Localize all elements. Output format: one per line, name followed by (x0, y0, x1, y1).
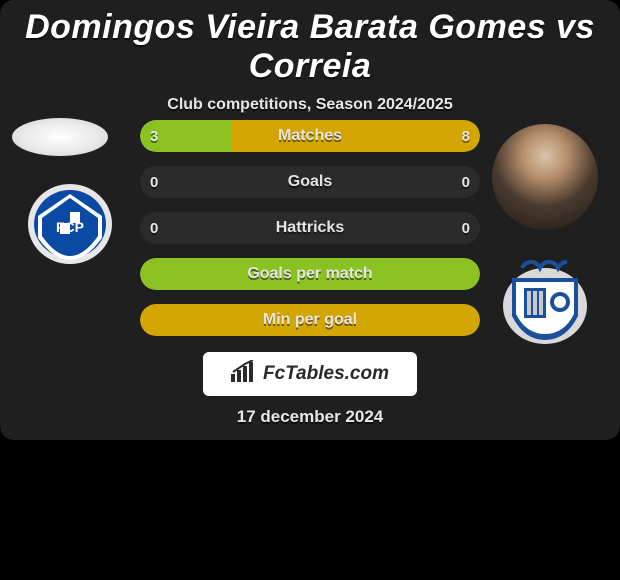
svg-text:FCP: FCP (56, 219, 84, 235)
player-left-photo (12, 118, 108, 156)
stats-block: 3 Matches 8 0 Goals 0 0 Hattricks 0 Goal… (140, 120, 480, 350)
page-title: Domingos Vieira Barata Gomes vs Correia (0, 8, 620, 86)
stat-bar-right (232, 120, 480, 152)
stat-bar-left (140, 120, 232, 152)
player-right-photo (492, 124, 598, 230)
stat-label: Hattricks (140, 219, 480, 237)
stat-value-right: 0 (462, 174, 470, 191)
date-label: 17 december 2024 (0, 407, 620, 427)
stat-bar-right (140, 304, 480, 336)
stat-bar-left (140, 258, 480, 290)
stat-row-matches: 3 Matches 8 (140, 120, 480, 152)
stat-row-goals-per-match: Goals per match (140, 258, 480, 290)
comparison-card: Domingos Vieira Barata Gomes vs Correia … (0, 0, 620, 440)
stat-value-left: 0 (150, 174, 158, 191)
page-subtitle: Club competitions, Season 2024/2025 (0, 96, 620, 114)
stat-row-goals: 0 Goals 0 (140, 166, 480, 198)
stat-value-right: 0 (462, 220, 470, 237)
brand-text: FcTables.com (263, 363, 389, 385)
club-crest-left: FCP (20, 176, 120, 266)
club-crest-right (500, 260, 590, 344)
stat-row-hattricks: 0 Hattricks 0 (140, 212, 480, 244)
stat-label: Goals (140, 173, 480, 191)
stat-row-min-per-goal: Min per goal (140, 304, 480, 336)
brand-badge[interactable]: FcTables.com (203, 352, 417, 396)
stat-value-left: 0 (150, 220, 158, 237)
bar-chart-icon (231, 360, 257, 388)
